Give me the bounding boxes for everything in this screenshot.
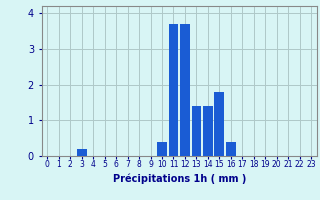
Bar <box>214 92 224 156</box>
X-axis label: Précipitations 1h ( mm ): Précipitations 1h ( mm ) <box>113 173 246 184</box>
Bar <box>226 142 236 156</box>
Bar <box>180 24 190 156</box>
Bar <box>169 24 178 156</box>
Bar <box>157 142 167 156</box>
Bar <box>77 149 87 156</box>
Bar <box>203 106 213 156</box>
Bar <box>192 106 201 156</box>
